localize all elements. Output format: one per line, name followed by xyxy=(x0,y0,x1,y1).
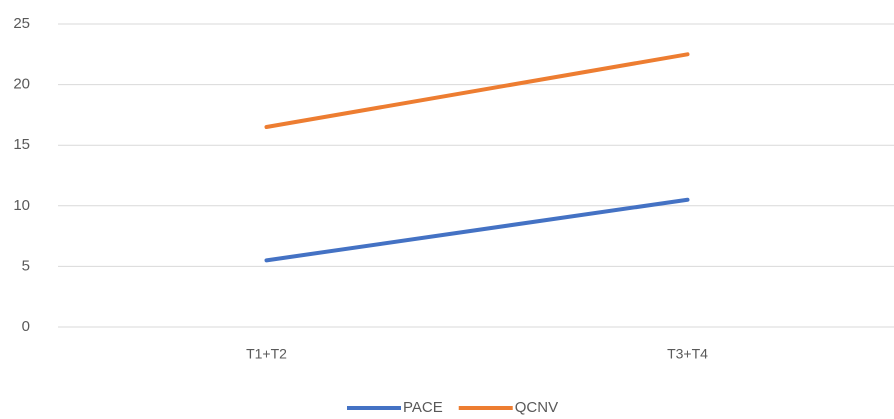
y-tick-label: 25 xyxy=(13,15,30,32)
legend-label: PACE xyxy=(403,399,443,416)
y-tick-label: 15 xyxy=(13,136,30,153)
series-line xyxy=(264,197,690,263)
series-line xyxy=(264,52,690,130)
legend-label: QCNV xyxy=(515,399,558,416)
y-tick-label: 5 xyxy=(22,257,30,274)
y-tick-label: 0 xyxy=(22,318,30,335)
x-tick-label: T1+T2 xyxy=(246,346,287,362)
y-tick-label: 20 xyxy=(13,76,30,93)
y-tick-label: 10 xyxy=(13,197,30,214)
x-tick-label: T3+T4 xyxy=(667,346,708,362)
